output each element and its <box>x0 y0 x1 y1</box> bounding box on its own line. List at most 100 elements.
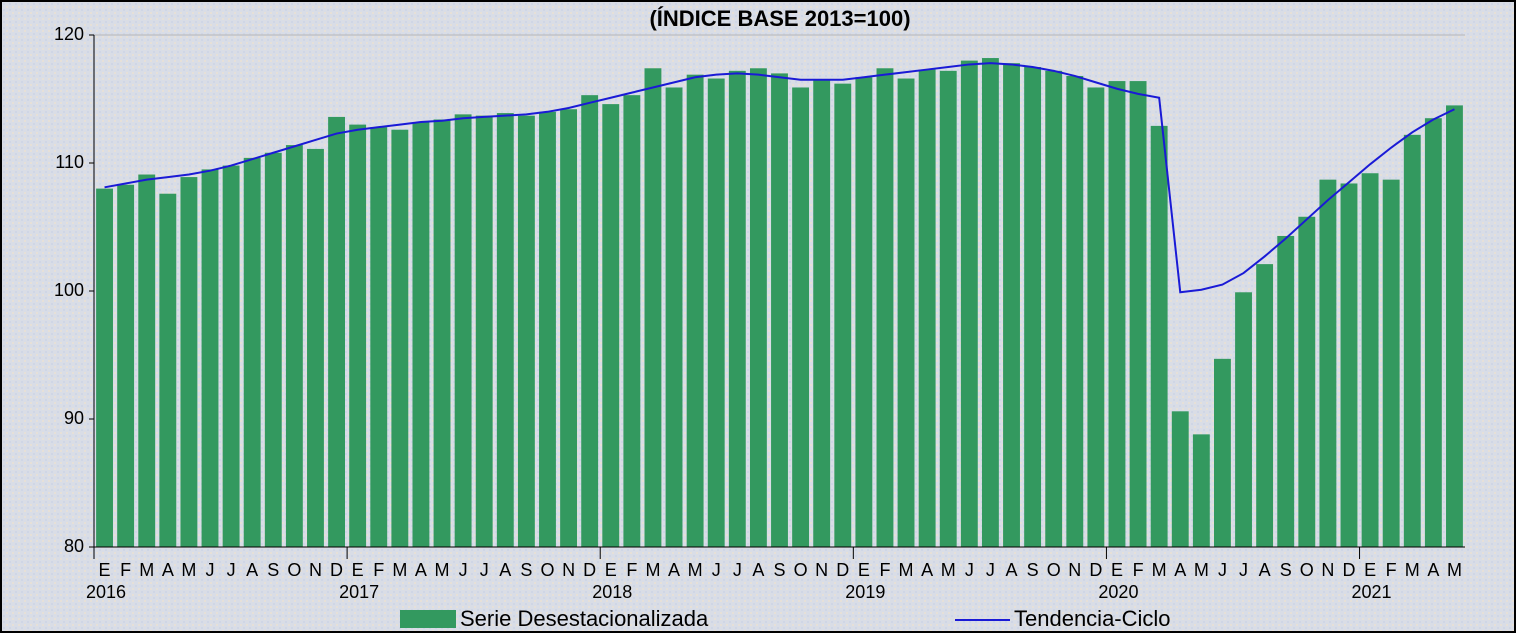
x-tick-label: E <box>858 560 870 580</box>
x-tick-label: A <box>415 560 427 580</box>
bar <box>813 79 831 548</box>
y-tick-label: 80 <box>64 536 84 556</box>
bar <box>1192 434 1210 547</box>
bar <box>1403 134 1421 547</box>
x-tick-label: E <box>605 560 617 580</box>
bar <box>496 113 514 547</box>
year-label: 2016 <box>86 582 126 602</box>
bar <box>771 73 788 548</box>
bar <box>180 177 198 547</box>
x-tick-label: F <box>1386 560 1397 580</box>
x-tick-label: A <box>499 560 511 580</box>
x-tick-label: N <box>562 560 575 580</box>
bar <box>728 70 746 547</box>
x-tick-label: M <box>645 560 660 580</box>
x-tick-label: E <box>352 560 364 580</box>
bar <box>1446 105 1463 548</box>
x-tick-label: F <box>120 560 131 580</box>
bar <box>1003 63 1020 547</box>
bar <box>749 68 767 547</box>
bar <box>644 68 662 547</box>
x-tick-label: J <box>712 560 721 580</box>
y-tick-label: 110 <box>55 152 84 172</box>
bar <box>581 95 599 547</box>
year-label: 2019 <box>845 582 885 602</box>
year-label: 2020 <box>1098 582 1138 602</box>
bar <box>264 152 282 547</box>
bar <box>391 129 409 547</box>
bar <box>792 87 810 547</box>
x-tick-label: D <box>1089 560 1102 580</box>
x-tick-label: N <box>1321 560 1334 580</box>
bar <box>1277 235 1295 547</box>
x-tick-label: M <box>435 560 450 580</box>
x-tick-label: F <box>373 560 384 580</box>
bar <box>159 193 177 547</box>
bar <box>1235 292 1252 547</box>
x-tick-label: M <box>941 560 956 580</box>
x-tick-label: S <box>1280 560 1292 580</box>
x-tick-label: A <box>162 560 174 580</box>
x-tick-label: N <box>1068 560 1081 580</box>
x-tick-label: A <box>1006 560 1018 580</box>
x-tick-label: N <box>309 560 322 580</box>
x-tick-label: J <box>480 560 489 580</box>
bar <box>539 111 556 548</box>
x-tick-label: A <box>246 560 258 580</box>
chart-title: (ÍNDICE BASE 2013=100) <box>649 6 910 31</box>
year-label: 2017 <box>339 582 379 602</box>
bar <box>517 115 535 547</box>
x-tick-label: O <box>794 560 808 580</box>
x-tick-label: A <box>668 560 680 580</box>
bar <box>1319 179 1337 547</box>
bar <box>370 127 388 547</box>
bar <box>834 83 852 547</box>
bar <box>412 122 430 547</box>
x-tick-label: J <box>1239 560 1248 580</box>
x-tick-label: M <box>1405 560 1420 580</box>
x-tick-label: S <box>1027 560 1039 580</box>
x-tick-label: J <box>733 560 742 580</box>
x-tick-label: E <box>1364 560 1376 580</box>
trend-line <box>104 62 1455 294</box>
x-tick-label: O <box>287 560 301 580</box>
y-tick-label: 120 <box>54 24 84 44</box>
bar <box>222 165 240 547</box>
bar <box>1424 118 1442 547</box>
bar <box>475 115 493 547</box>
y-tick-label: 100 <box>54 280 84 300</box>
x-tick-label: D <box>583 560 596 580</box>
legend-label: Tendencia-Ciclo <box>1014 606 1171 631</box>
bar <box>560 109 578 548</box>
year-label: 2021 <box>1352 582 1392 602</box>
bar <box>707 78 725 548</box>
x-tick-label: S <box>520 560 532 580</box>
x-tick-label: M <box>1194 560 1209 580</box>
x-tick-label: M <box>1152 560 1167 580</box>
x-tick-label: J <box>227 560 236 580</box>
x-tick-label: D <box>330 560 343 580</box>
year-label: 2018 <box>592 582 632 602</box>
bar <box>1066 75 1084 548</box>
x-tick-label: O <box>1300 560 1314 580</box>
x-tick-label: A <box>1427 560 1439 580</box>
x-tick-label: M <box>899 560 914 580</box>
x-tick-label: E <box>99 560 111 580</box>
bar <box>1340 183 1358 548</box>
bar <box>1150 125 1168 547</box>
x-tick-label: J <box>986 560 995 580</box>
y-tick-label: 90 <box>64 408 84 428</box>
bar <box>328 116 345 548</box>
bar <box>433 119 451 547</box>
x-tick-label: S <box>267 560 279 580</box>
bar <box>1045 70 1063 547</box>
x-tick-label: A <box>752 560 764 580</box>
x-tick-label: N <box>815 560 828 580</box>
x-tick-label: A <box>1174 560 1186 580</box>
x-tick-label: O <box>540 560 554 580</box>
bar <box>686 74 704 548</box>
bar <box>1214 358 1231 547</box>
legend-label: Serie Desestacionalizada <box>460 606 709 631</box>
x-tick-label: A <box>921 560 933 580</box>
